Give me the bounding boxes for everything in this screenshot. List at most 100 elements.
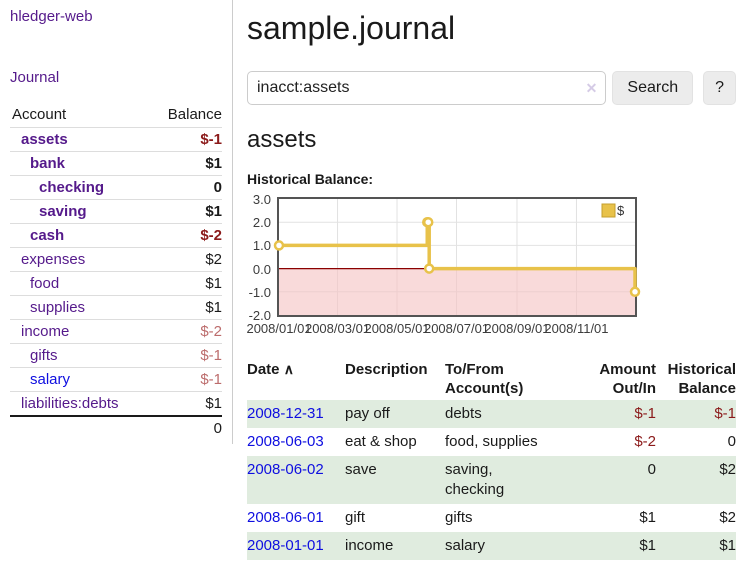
main-content: sample.journal ✕ Search ? assets Histori…	[246, 0, 736, 560]
transaction-balance: 0	[727, 433, 736, 450]
account-balance: $1	[205, 275, 222, 292]
register-header-row: Date ∧ Description To/From Account(s) Am…	[247, 358, 736, 400]
transaction-description: eat & shop	[345, 433, 417, 450]
search-input[interactable]	[247, 71, 607, 105]
y-axis-tick: -1.0	[248, 284, 271, 300]
account-balance: $-2	[200, 227, 222, 244]
sidebar: hledger-web Journal Account Balance asse…	[0, 0, 233, 444]
account-row: food $1	[10, 271, 222, 296]
transaction-accounts: salary	[445, 537, 486, 554]
account-balance: $1	[205, 155, 222, 172]
transaction-amount: $1	[639, 537, 656, 554]
account-balance: $1	[205, 203, 222, 220]
page-title: sample.journal	[247, 10, 456, 46]
account-row: expenses $2	[10, 247, 222, 272]
account-link[interactable]: cash	[30, 227, 65, 244]
transaction-amount: $-2	[634, 433, 656, 450]
x-axis-tick: 2008/11/01	[544, 321, 609, 336]
x-axis-tick: 2008/01/01	[246, 321, 312, 336]
account-link[interactable]: salary	[30, 371, 71, 388]
account-row: gifts $-1	[10, 343, 222, 368]
account-balance: $-1	[200, 371, 222, 388]
transaction-row: 2008-12-31 pay off debts $-1 $-1	[247, 400, 736, 428]
transaction-amount: $1	[639, 509, 656, 526]
transaction-description: income	[345, 537, 394, 554]
transaction-accounts: saving, checking	[445, 461, 505, 498]
account-row: supplies $1	[10, 295, 222, 320]
account-row: checking 0	[10, 175, 222, 200]
account-link[interactable]: income	[21, 323, 70, 340]
account-row: income $-2	[10, 319, 222, 344]
account-link[interactable]: checking	[39, 179, 105, 196]
plot-area: $	[273, 197, 641, 317]
transaction-amount: $-1	[634, 405, 656, 422]
transaction-amount: 0	[647, 461, 656, 478]
account-balance: $2	[205, 251, 222, 268]
transaction-date-link[interactable]: 2008-01-01	[247, 537, 324, 554]
register-header-amount: Amount Out/In	[599, 361, 656, 397]
account-balance: $-2	[200, 323, 222, 340]
account-link[interactable]: expenses	[21, 251, 86, 268]
help-button[interactable]: ?	[703, 71, 736, 105]
account-row: salary $-1	[10, 367, 222, 392]
transaction-description: save	[345, 461, 377, 478]
transaction-date-link[interactable]: 2008-06-02	[247, 461, 324, 478]
x-axis-tick: 2008/09/01	[484, 321, 550, 336]
account-balance: 0	[213, 179, 222, 196]
account-link[interactable]: liabilities:debts	[21, 395, 119, 412]
accounts-header-account: Account	[12, 106, 67, 123]
transaction-description: gift	[345, 509, 366, 526]
svg-text:$: $	[617, 203, 625, 218]
transaction-balance: $2	[719, 509, 736, 526]
register-header-date[interactable]: Date ∧	[247, 358, 345, 400]
transaction-date-link[interactable]: 2008-12-31	[247, 405, 324, 422]
register-table: Date ∧ Description To/From Account(s) Am…	[247, 358, 736, 560]
search-button[interactable]: Search	[612, 71, 694, 105]
accounts-header-row: Account Balance	[10, 102, 222, 128]
app-brand-link[interactable]: hledger-web	[10, 8, 93, 25]
account-link[interactable]: assets	[21, 131, 68, 148]
account-link[interactable]: bank	[30, 155, 66, 172]
transaction-date-link[interactable]: 2008-06-01	[247, 509, 324, 526]
account-row: assets $-1	[10, 127, 222, 152]
transaction-balance: $-1	[714, 405, 736, 422]
y-axis-tick: 2.0	[252, 215, 271, 231]
nav-journal-link[interactable]: Journal	[10, 69, 60, 86]
sort-asc-icon: ∧	[283, 361, 294, 377]
account-link[interactable]: gifts	[30, 347, 58, 364]
accounts-header-balance: Balance	[167, 106, 222, 123]
account-title: assets	[247, 126, 317, 153]
y-axis-tick: -2.0	[248, 308, 271, 323]
accounts-table: Account Balance assets $-1 bank $1 checking 0…	[10, 102, 222, 440]
transaction-row: 2008-06-01 gift gifts $1 $2	[247, 504, 736, 532]
transaction-date-link[interactable]: 2008-06-03	[247, 433, 324, 450]
account-balance: $-1	[200, 347, 222, 364]
account-balance: $1	[205, 395, 222, 412]
transaction-row: 2008-01-01 income salary $1 $1	[247, 532, 736, 560]
account-row: bank $1	[10, 151, 222, 176]
account-link[interactable]: saving	[39, 203, 87, 220]
x-axis-tick: 2008/07/01	[423, 321, 490, 336]
account-row: liabilities:debts $1	[10, 391, 222, 417]
transaction-balance: $1	[719, 537, 736, 554]
transaction-balance: $2	[719, 461, 736, 478]
search-box: ✕	[247, 71, 607, 105]
account-link[interactable]: supplies	[30, 299, 86, 316]
y-axis-tick: 0.0	[252, 261, 271, 277]
x-axis-tick: 2008/03/01	[304, 321, 371, 336]
accounts-total-row: 0	[10, 416, 222, 440]
account-balance: $1	[205, 299, 222, 316]
account-link[interactable]: food	[30, 275, 60, 292]
account-balance: $-1	[200, 131, 222, 148]
register-header-description: Description	[345, 361, 428, 378]
register-header-balance: Historical Balance	[667, 361, 736, 397]
clear-search-icon[interactable]: ✕	[585, 80, 598, 96]
account-row: cash $-2	[10, 223, 222, 248]
transaction-row: 2008-06-02 save saving, checking 0 $2	[247, 456, 736, 504]
transaction-row: 2008-06-03 eat & shop food, supplies $-2 0	[247, 428, 736, 456]
date-header-label: Date	[247, 361, 280, 378]
x-axis-tick: 2008/05/01	[364, 321, 430, 336]
y-axis-tick: 3.0	[252, 192, 271, 207]
transaction-accounts: food, supplies	[445, 433, 538, 450]
account-row: saving $1	[10, 199, 222, 224]
